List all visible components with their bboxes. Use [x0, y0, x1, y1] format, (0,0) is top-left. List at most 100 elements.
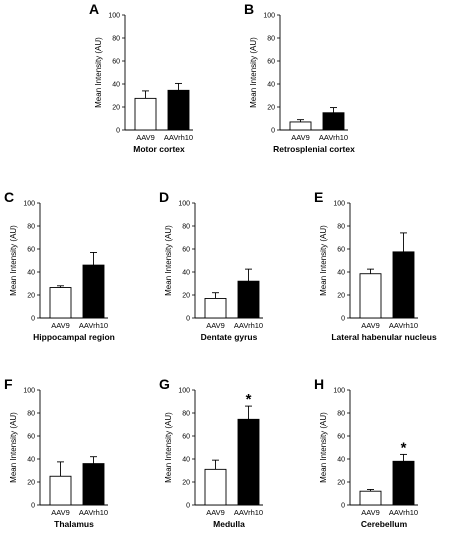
y-tick-label: 20: [27, 293, 35, 300]
category-label: AAV9: [136, 133, 155, 142]
y-tick-label: 100: [178, 388, 190, 395]
x-axis-title: Dentate gyrus: [201, 332, 258, 342]
y-axis-label: Mean Intensity (AU): [319, 225, 328, 296]
bar-aavrh10: [322, 112, 345, 131]
y-tick-label: 40: [182, 270, 190, 277]
y-tick-label: 100: [263, 13, 275, 20]
category-label: AAV9: [51, 321, 70, 330]
category-label: AAVrh10: [79, 321, 108, 330]
bar-aavrh10: [167, 89, 190, 131]
x-axis-title: Hippocampal region: [33, 332, 115, 342]
y-tick-label: 20: [27, 480, 35, 487]
bar-aav9: [204, 298, 227, 319]
x-axis-title: Medulla: [213, 519, 245, 529]
y-tick-label: 20: [182, 293, 190, 300]
y-tick-label: 20: [337, 293, 345, 300]
bar-aav9: [204, 468, 227, 506]
y-tick-label: 0: [186, 503, 190, 510]
panel-letter: E: [314, 189, 323, 205]
y-tick-label: 0: [116, 128, 120, 135]
y-axis-label: Mean Intensity (AU): [9, 412, 18, 483]
x-axis-title: Motor cortex: [133, 144, 185, 154]
bar-aav9: [49, 475, 72, 506]
y-tick-label: 40: [337, 457, 345, 464]
x-axis-title: Lateral habenular nucleus: [331, 332, 437, 342]
panel-letter: A: [89, 1, 99, 17]
y-tick-label: 40: [27, 457, 35, 464]
panel-c: C Mean Intensity (AU) 0 20 40 60 80 100 AAV9 AAVr…: [4, 189, 115, 342]
y-tick-label: 20: [337, 480, 345, 487]
category-label: AAVrh10: [234, 321, 263, 330]
y-tick-label: 40: [27, 270, 35, 277]
y-tick-label: 60: [27, 434, 35, 441]
panel-letter: C: [4, 189, 14, 205]
y-tick-label: 80: [112, 36, 120, 43]
y-tick-label: 60: [182, 247, 190, 254]
bar-aav9: [49, 287, 72, 319]
category-label: AAVrh10: [389, 321, 418, 330]
y-tick-label: 0: [31, 316, 35, 323]
panel-a: A Mean Intensity (AU) 0 20 40 60 80 100 AAV9 AAVr…: [89, 1, 193, 154]
panel-letter: G: [159, 376, 170, 392]
x-axis-title: Cerebellum: [361, 519, 408, 529]
y-tick-label: 80: [182, 411, 190, 418]
category-label: AAVrh10: [79, 508, 108, 517]
category-label: AAV9: [206, 508, 225, 517]
category-label: AAV9: [291, 133, 310, 142]
x-axis-title: Thalamus: [54, 519, 94, 529]
y-axis-label: Mean Intensity (AU): [9, 225, 18, 296]
significance-marker: *: [401, 439, 407, 456]
panel-letter: B: [244, 1, 254, 17]
category-label: AAVrh10: [234, 508, 263, 517]
panel-letter: F: [4, 376, 13, 392]
bar-aav9: [134, 97, 157, 131]
y-tick-label: 40: [337, 270, 345, 277]
y-axis-label: Mean Intensity (AU): [319, 412, 328, 483]
y-tick-label: 80: [27, 411, 35, 418]
y-tick-label: 40: [112, 82, 120, 89]
x-axis-title: Retrosplenial cortex: [273, 144, 355, 154]
category-label: AAV9: [51, 508, 70, 517]
y-tick-label: 0: [271, 128, 275, 135]
category-label: AAV9: [206, 321, 225, 330]
y-tick-label: 80: [182, 224, 190, 231]
panel-e: E Mean Intensity (AU) 0 20 40 60 80 100 AAV9 AAVr…: [314, 189, 437, 342]
y-tick-label: 80: [27, 224, 35, 231]
bar-aavrh10: [392, 460, 415, 506]
y-tick-label: 20: [182, 480, 190, 487]
category-label: AAVrh10: [164, 133, 193, 142]
panel-g: G Mean Intensity (AU) 0 20 40 60 80 100 AAV9 * AAV…: [159, 376, 263, 529]
panel-f: F Mean Intensity (AU) 0 20 40 60 80 100 AAV9 AAVr…: [4, 376, 108, 529]
y-tick-label: 60: [112, 59, 120, 66]
y-tick-label: 60: [27, 247, 35, 254]
y-tick-label: 20: [267, 105, 275, 112]
category-label: AAVrh10: [319, 133, 348, 142]
category-label: AAV9: [361, 508, 380, 517]
y-axis-label: Mean Intensity (AU): [164, 225, 173, 296]
bar-aav9: [359, 273, 382, 319]
panel-b: B Mean Intensity (AU) 0 20 40 60 80 100 AAV9 AAVr…: [244, 1, 355, 154]
y-axis-label: Mean Intensity (AU): [249, 37, 258, 108]
y-tick-label: 80: [267, 36, 275, 43]
bar-aavrh10: [392, 251, 415, 319]
bar-aavrh10: [237, 280, 260, 319]
bar-aavrh10: [82, 463, 105, 506]
y-tick-label: 0: [341, 503, 345, 510]
panel-d: D Mean Intensity (AU) 0 20 40 60 80 100 AAV9 AAVr…: [159, 189, 263, 342]
y-tick-label: 80: [337, 411, 345, 418]
y-tick-label: 60: [267, 59, 275, 66]
y-tick-label: 0: [31, 503, 35, 510]
y-tick-label: 40: [267, 82, 275, 89]
y-tick-label: 0: [186, 316, 190, 323]
y-axis-label: Mean Intensity (AU): [94, 37, 103, 108]
category-label: AAVrh10: [389, 508, 418, 517]
y-tick-label: 80: [337, 224, 345, 231]
panel-letter: D: [159, 189, 169, 205]
y-tick-label: 100: [108, 13, 120, 20]
bar-aavrh10: [82, 264, 105, 319]
y-tick-label: 100: [333, 388, 345, 395]
y-tick-label: 40: [182, 457, 190, 464]
panel-h: H Mean Intensity (AU) 0 20 40 60 80 100 AAV9 * AAV…: [314, 376, 418, 529]
y-axis-label: Mean Intensity (AU): [164, 412, 173, 483]
